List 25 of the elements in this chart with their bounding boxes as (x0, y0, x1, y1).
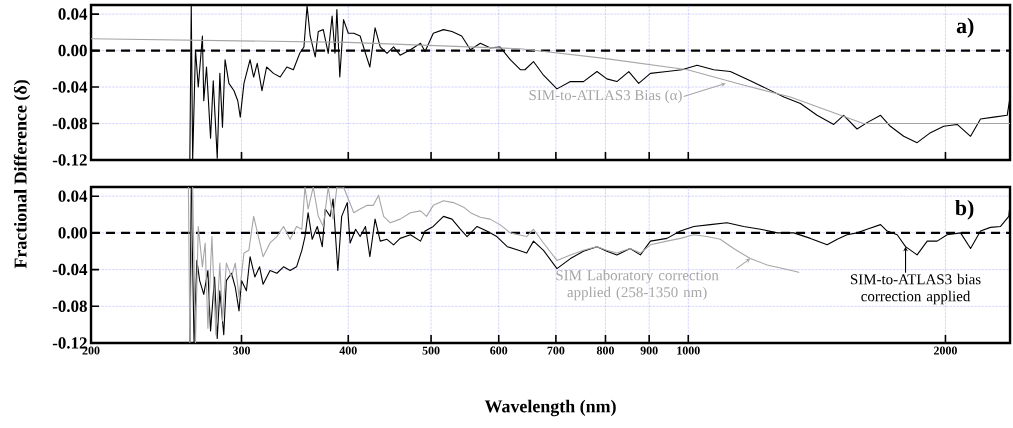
y-axis-title: Fractional Difference (δ) (13, 80, 31, 269)
x-tick-label: 500 (422, 346, 440, 355)
y-tick-label: -0.12 (52, 154, 87, 166)
y-tick-label: 0.00 (58, 44, 87, 57)
x-tick-label: 900 (640, 346, 658, 355)
annotation: SIM-to-ATLAS3 Bias (α) (529, 89, 682, 104)
x-tick-label: 800 (596, 346, 614, 355)
annotation: SIM Laboratory correction applied (258-1350 nm) (556, 269, 719, 301)
y-tick-label: -0.04 (52, 263, 88, 276)
y-tick-label: -0.08 (52, 300, 87, 313)
x-tick-label: 600 (490, 346, 508, 355)
x-tick-label: 1000 (677, 346, 700, 355)
x-tick-label: 700 (547, 346, 565, 355)
x-tick-label: 300 (233, 346, 251, 355)
annotation: SIM-to-ATLAS3 bias correction applied (850, 273, 981, 305)
annotation: b) (955, 199, 974, 220)
y-tick-label: 0.04 (58, 8, 88, 20)
y-tick-label: -0.04 (52, 81, 88, 93)
x-tick-label: 2000 (934, 346, 957, 355)
x-axis-title: Wavelength (nm) (484, 399, 616, 417)
y-tick-label: -0.08 (52, 117, 87, 130)
y-tick-label: 0.04 (58, 190, 88, 202)
annotation: a) (956, 17, 974, 38)
x-tick-label: 400 (339, 346, 357, 355)
y-tick-label: 0.00 (58, 227, 87, 239)
